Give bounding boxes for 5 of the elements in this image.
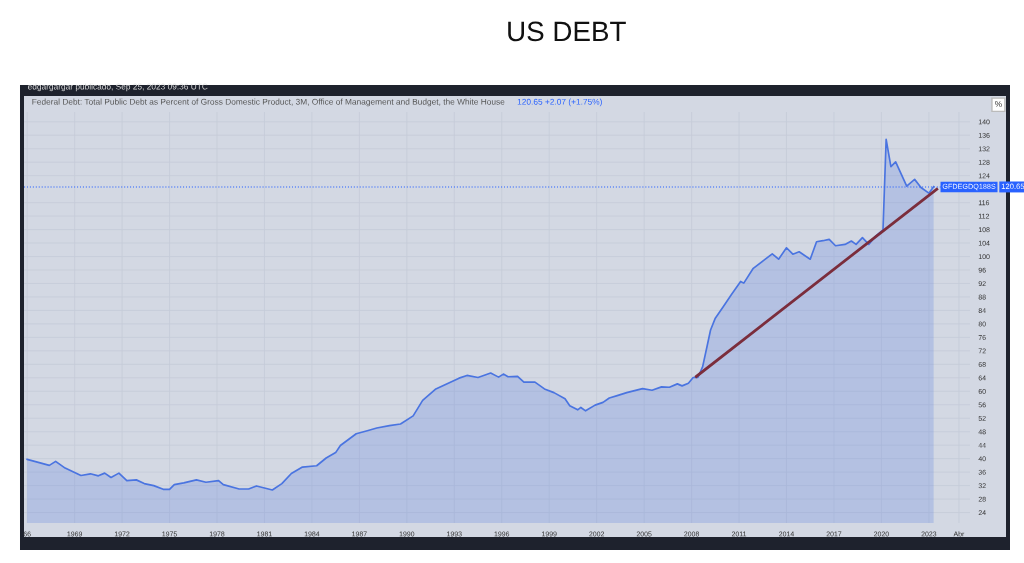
text: Federal Debt: Total Public Debt as Percent of Gross Domestic Product, 3M, Office of Management and Budget, the White House — [32, 98, 505, 107]
text: 120.65 +2.07 (+1.75%) — [517, 98, 602, 107]
chart-title: US DEBT — [508, 21, 626, 42]
text: % — [994, 101, 1002, 107]
text: edgargargar publicado, Sep 25, 2023 09:36 UTC — [28, 83, 208, 92]
